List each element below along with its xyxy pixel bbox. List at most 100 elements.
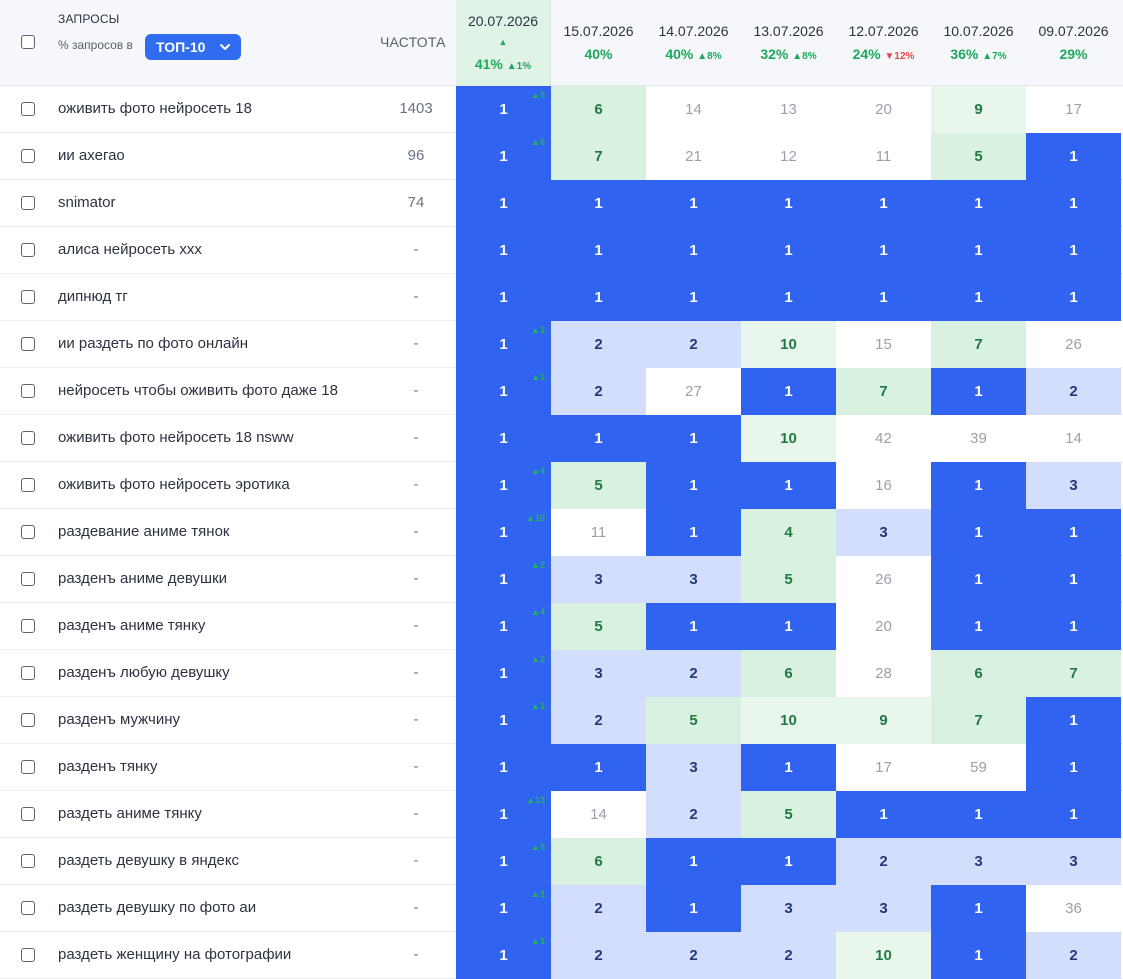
position-cell[interactable]: 1 ▲1 xyxy=(456,697,552,744)
position-cell[interactable]: 3 xyxy=(1026,462,1121,509)
position-cell[interactable]: 2 xyxy=(741,932,836,979)
position-cell[interactable]: 1 xyxy=(551,274,646,321)
position-cell[interactable]: 2 xyxy=(836,838,931,885)
position-cell[interactable]: 7 xyxy=(931,321,1026,368)
position-cell[interactable]: 1 xyxy=(1026,556,1121,603)
position-cell[interactable]: 3 xyxy=(1026,838,1121,885)
position-cell[interactable]: 1 xyxy=(456,227,552,274)
position-cell[interactable]: 13 xyxy=(741,86,836,133)
position-cell[interactable]: 1 ▲13 xyxy=(456,791,552,838)
position-cell[interactable]: 1 ▲5 xyxy=(456,838,552,885)
position-cell[interactable]: 1 xyxy=(646,838,741,885)
position-cell[interactable]: 1 xyxy=(551,744,646,791)
position-cell[interactable]: 5 xyxy=(741,556,836,603)
row-checkbox[interactable] xyxy=(21,149,35,163)
position-cell[interactable]: 1 xyxy=(646,603,741,650)
table-row[interactable]: раздеть девушку по фото аи - 1 ▲1 2 1 3 3 1 36 xyxy=(0,885,1123,932)
position-cell[interactable]: 1 xyxy=(836,227,931,274)
position-cell[interactable]: 1 xyxy=(646,509,741,556)
position-cell[interactable]: 1 ▲1 xyxy=(456,885,552,932)
position-cell[interactable]: 26 xyxy=(836,556,931,603)
date-column-header[interactable]: 20.07.2026 ▲ 41% ▲1% xyxy=(456,0,551,85)
row-checkbox[interactable] xyxy=(21,666,35,680)
position-cell[interactable]: 2 xyxy=(1026,368,1121,415)
position-cell[interactable]: 1 xyxy=(646,227,741,274)
position-cell[interactable]: 1 ▲4 xyxy=(456,462,552,509)
position-cell[interactable]: 1 xyxy=(931,885,1026,932)
row-checkbox[interactable] xyxy=(21,948,35,962)
row-checkbox[interactable] xyxy=(21,478,35,492)
position-cell[interactable]: 5 xyxy=(931,133,1026,180)
top-filter-dropdown[interactable]: ТОП-10 xyxy=(145,34,241,60)
position-cell[interactable]: 16 xyxy=(836,462,931,509)
position-cell[interactable]: 2 xyxy=(551,885,646,932)
position-cell[interactable]: 1 ▲6 xyxy=(456,133,552,180)
position-cell[interactable]: 9 xyxy=(836,697,931,744)
position-cell[interactable]: 10 xyxy=(836,932,931,979)
table-row[interactable]: оживить фото нейросеть 18 nsww - 1 1 1 10 42 39… xyxy=(0,415,1123,462)
position-cell[interactable]: 9 xyxy=(931,86,1026,133)
position-cell[interactable]: 1 xyxy=(646,274,741,321)
position-cell[interactable]: 27 xyxy=(646,368,741,415)
position-cell[interactable]: 28 xyxy=(836,650,931,697)
position-cell[interactable]: 1 ▲5 xyxy=(456,86,552,133)
position-cell[interactable]: 5 xyxy=(741,791,836,838)
position-cell[interactable]: 1 xyxy=(931,180,1026,227)
select-all-checkbox[interactable] xyxy=(21,35,35,49)
position-cell[interactable]: 17 xyxy=(836,744,931,791)
position-cell[interactable]: 6 xyxy=(551,86,646,133)
date-column-header[interactable]: 15.07.2026 40% xyxy=(551,0,646,85)
row-checkbox[interactable] xyxy=(21,196,35,210)
table-row[interactable]: разденъ аниме тянку - 1 ▲4 5 1 1 20 1 1 xyxy=(0,603,1123,650)
position-cell[interactable]: 1 xyxy=(646,180,741,227)
position-cell[interactable]: 1 xyxy=(1026,180,1121,227)
position-cell[interactable]: 1 xyxy=(931,791,1026,838)
position-cell[interactable]: 3 xyxy=(551,556,646,603)
row-checkbox[interactable] xyxy=(21,619,35,633)
position-cell[interactable]: 1 xyxy=(931,556,1026,603)
position-cell[interactable]: 21 xyxy=(646,133,741,180)
position-cell[interactable]: 11 xyxy=(836,133,931,180)
position-cell[interactable]: 1 xyxy=(741,744,836,791)
position-cell[interactable]: 7 xyxy=(1026,650,1121,697)
position-cell[interactable]: 2 xyxy=(646,321,741,368)
position-cell[interactable]: 2 xyxy=(646,932,741,979)
position-cell[interactable]: 1 xyxy=(836,274,931,321)
position-cell[interactable]: 1 xyxy=(1026,133,1121,180)
position-cell[interactable]: 14 xyxy=(1026,415,1121,462)
position-cell[interactable]: 1 ▲4 xyxy=(456,603,552,650)
table-row[interactable]: ии ахегао 96 1 ▲6 7 21 12 11 5 1 xyxy=(0,133,1123,180)
position-cell[interactable]: 20 xyxy=(836,603,931,650)
row-checkbox[interactable] xyxy=(21,713,35,727)
position-cell[interactable]: 14 xyxy=(646,86,741,133)
table-row[interactable]: дипнюд тг - 1 1 1 1 1 1 1 xyxy=(0,274,1123,321)
table-row[interactable]: ии раздеть по фото онлайн - 1 ▲1 2 2 10 15 7 26 xyxy=(0,321,1123,368)
row-checkbox[interactable] xyxy=(21,243,35,257)
position-cell[interactable]: 1 xyxy=(741,180,836,227)
position-cell[interactable]: 39 xyxy=(931,415,1026,462)
row-checkbox[interactable] xyxy=(21,431,35,445)
table-row[interactable]: оживить фото нейросеть 18 1403 1 ▲5 6 14 13 20 9… xyxy=(0,86,1123,133)
position-cell[interactable]: 14 xyxy=(551,791,646,838)
date-column-header[interactable]: 13.07.2026 32% ▲8% xyxy=(741,0,836,85)
position-cell[interactable]: 3 xyxy=(931,838,1026,885)
table-row[interactable]: раздеть девушку в яндекс - 1 ▲5 6 1 1 2 3 3 xyxy=(0,838,1123,885)
position-cell[interactable]: 42 xyxy=(836,415,931,462)
position-cell[interactable]: 36 xyxy=(1026,885,1121,932)
position-cell[interactable]: 1 xyxy=(456,180,552,227)
position-cell[interactable]: 1 ▲1 xyxy=(456,368,552,415)
date-column-header[interactable]: 10.07.2026 36% ▲7% xyxy=(931,0,1026,85)
position-cell[interactable]: 5 xyxy=(646,697,741,744)
table-row[interactable]: оживить фото нейросеть эротика - 1 ▲4 5 1 1 16 1… xyxy=(0,462,1123,509)
position-cell[interactable]: 1 xyxy=(456,744,552,791)
table-row[interactable]: нейросеть чтобы оживить фото даже 18 - 1 ▲1… xyxy=(0,368,1123,415)
position-cell[interactable]: 3 xyxy=(836,885,931,932)
position-cell[interactable]: 4 xyxy=(741,509,836,556)
position-cell[interactable]: 6 xyxy=(931,650,1026,697)
position-cell[interactable]: 1 xyxy=(1026,744,1121,791)
position-cell[interactable]: 2 xyxy=(551,932,646,979)
position-cell[interactable]: 1 ▲10 xyxy=(456,509,552,556)
position-cell[interactable]: 1 xyxy=(551,227,646,274)
position-cell[interactable]: 1 xyxy=(1026,697,1121,744)
position-cell[interactable]: 1 xyxy=(1026,227,1121,274)
